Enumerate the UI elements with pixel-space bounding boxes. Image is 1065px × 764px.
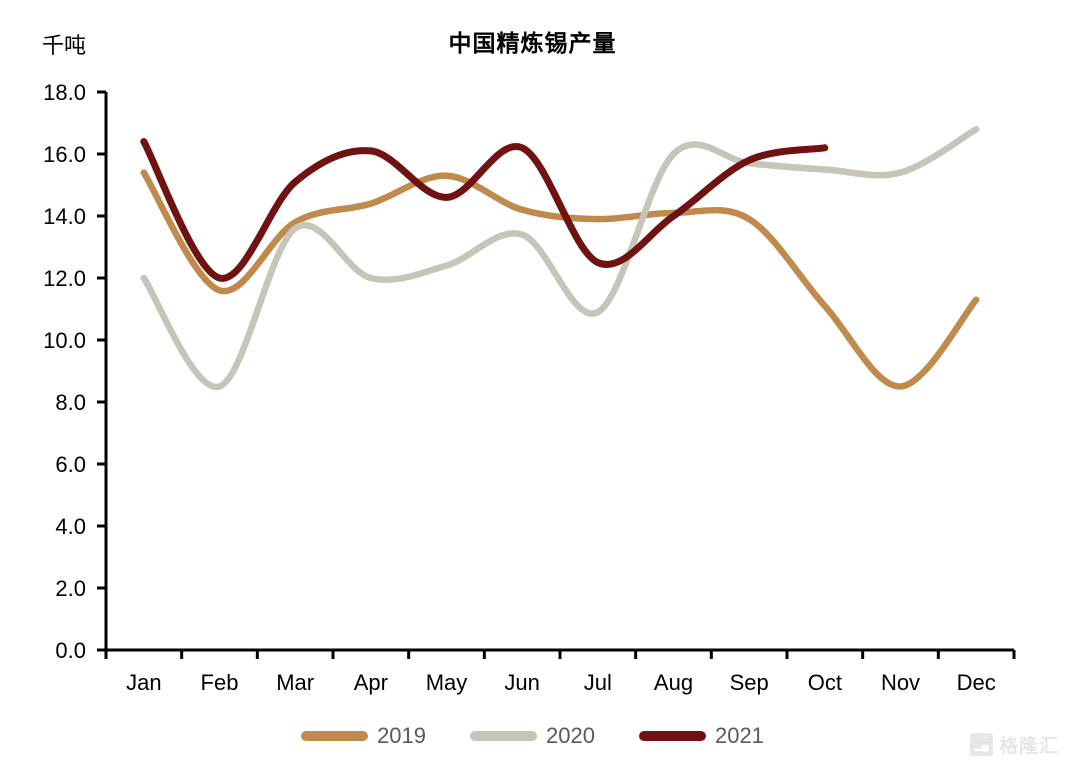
legend-label-2021: 2021 [714, 723, 764, 748]
y-axis-tick-label: 18.0 [43, 80, 86, 105]
legend-swatch-2020 [470, 731, 538, 741]
y-axis-tick-label: 6.0 [55, 452, 86, 477]
y-axis-tick-label: 16.0 [43, 142, 86, 167]
x-axis-month-label: Jun [504, 670, 539, 695]
y-axis-tick-label: 12.0 [43, 266, 86, 291]
watermark: 格隆汇 [968, 731, 1059, 758]
x-axis-month-label: May [426, 670, 468, 695]
legend-item-2019: 2019 [301, 723, 426, 749]
gelonghui-logo-icon [969, 733, 993, 757]
legend-swatch-2021 [638, 731, 706, 741]
series-line-2019 [140, 169, 980, 390]
legend-item-2021: 2021 [638, 723, 764, 749]
legend-label-2019: 2019 [377, 723, 427, 748]
y-axis-tick-label: 0.0 [55, 638, 86, 663]
legend-label-2020: 2020 [546, 723, 595, 748]
chart-title: 中国精炼锡产量 [448, 30, 617, 56]
x-axis-month-label: Dec [957, 670, 996, 695]
y-axis-unit-label: 千吨 [42, 33, 87, 58]
x-axis-month-label: Jan [126, 670, 161, 695]
x-axis-month-label: Aug [654, 670, 693, 695]
y-axis-tick-label: 2.0 [55, 576, 86, 601]
x-axis-month-label: Oct [808, 670, 842, 695]
legend-swatch-2019 [301, 731, 369, 741]
x-axis-month-label: Apr [354, 670, 388, 695]
x-axis-month-label: Feb [201, 670, 239, 695]
series-line-2021 [140, 138, 829, 282]
y-axis-tick-label: 8.0 [55, 390, 86, 415]
watermark-text: 格隆汇 [998, 736, 1059, 757]
legend-item-2020: 2020 [470, 723, 595, 749]
x-axis-month-label: Nov [881, 670, 920, 695]
series-line-2020 [140, 125, 980, 390]
y-axis-tick-label: 10.0 [43, 328, 86, 353]
y-axis-tick-label: 4.0 [55, 514, 86, 539]
y-axis-tick-label: 14.0 [43, 204, 86, 229]
x-axis-month-label: Sep [730, 670, 769, 695]
x-axis-month-label: Mar [276, 670, 314, 695]
x-axis-month-label: Jul [584, 670, 612, 695]
legend: 2019 2020 2021 [0, 723, 1065, 749]
